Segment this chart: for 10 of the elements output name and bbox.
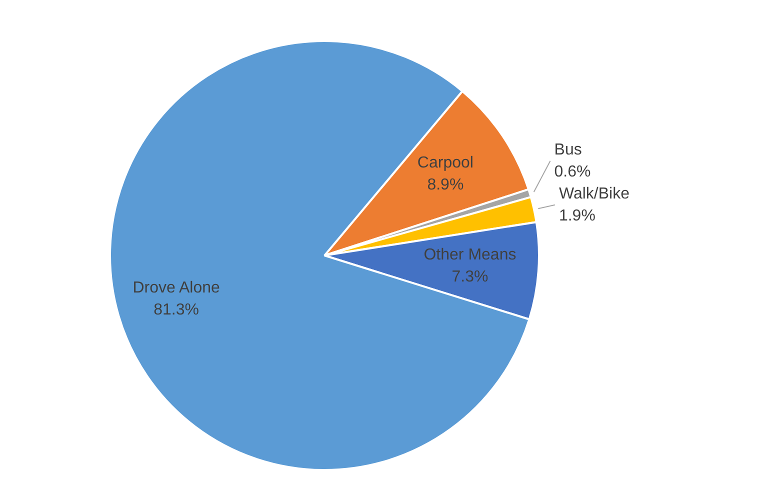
data-label: 1.9%	[558, 207, 596, 224]
slice-label: Bus	[554, 141, 582, 158]
slice-label: Drove Alone	[132, 279, 220, 296]
slice-label: Carpool	[417, 154, 474, 172]
data-label: 7.3%	[452, 268, 488, 286]
data-label: 8.9%	[427, 176, 464, 194]
slice-label: Other Means	[424, 246, 516, 264]
data-label: 0.6%	[554, 163, 591, 180]
slice-label: Walk/Bike	[558, 185, 630, 202]
data-label: 81.3%	[154, 301, 199, 318]
